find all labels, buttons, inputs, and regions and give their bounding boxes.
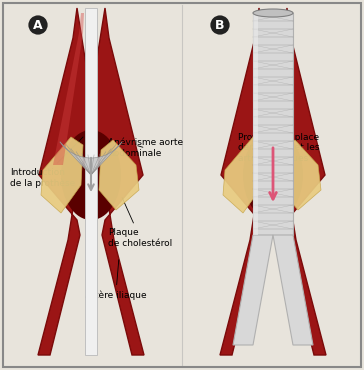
- Polygon shape: [53, 13, 84, 165]
- Text: Prothèse en place
dans l'aorte et les
artères iliaques: Prothèse en place dans l'aorte et les ar…: [238, 132, 320, 164]
- Polygon shape: [220, 8, 326, 355]
- Polygon shape: [273, 235, 313, 345]
- Polygon shape: [38, 8, 144, 355]
- Ellipse shape: [61, 130, 121, 220]
- Polygon shape: [85, 8, 97, 355]
- Polygon shape: [41, 137, 83, 213]
- Text: Introduction
de la prothèse: Introduction de la prothèse: [10, 137, 83, 188]
- Ellipse shape: [243, 130, 303, 220]
- Polygon shape: [253, 13, 293, 235]
- Polygon shape: [233, 235, 273, 345]
- Text: A: A: [33, 18, 43, 31]
- Text: B: B: [215, 18, 225, 31]
- Ellipse shape: [253, 9, 293, 17]
- Polygon shape: [253, 13, 258, 235]
- Text: Artère iliaque: Artère iliaque: [85, 260, 147, 300]
- Polygon shape: [60, 142, 122, 175]
- Text: Anévrisme aorte
abdominale: Anévrisme aorte abdominale: [108, 138, 183, 158]
- Polygon shape: [281, 140, 321, 210]
- Text: Plaque
de cholestérol: Plaque de cholestérol: [108, 198, 172, 248]
- Polygon shape: [99, 140, 139, 210]
- Polygon shape: [223, 137, 265, 213]
